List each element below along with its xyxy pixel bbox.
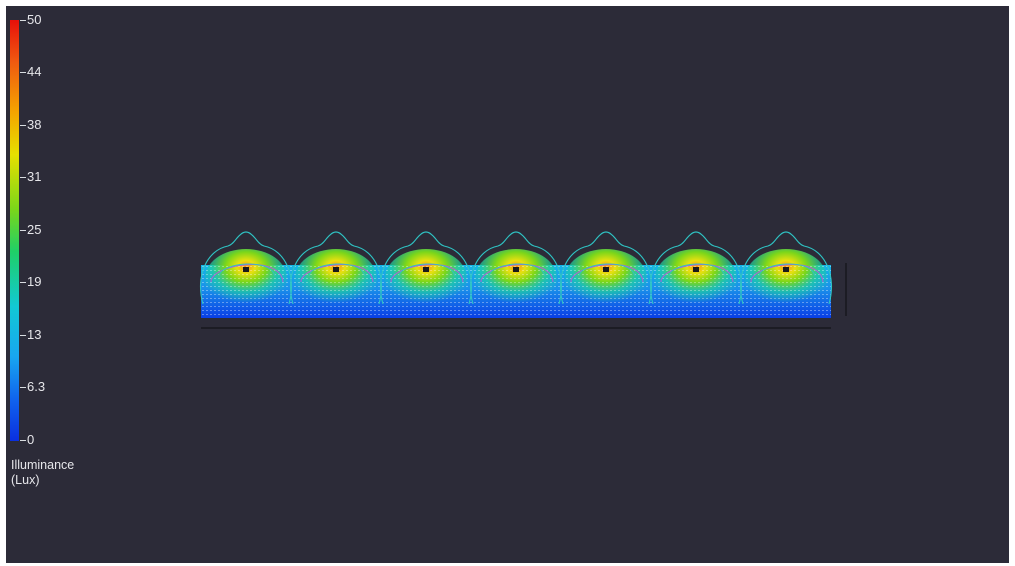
scale-tick [20,440,26,441]
scale-tick [20,282,26,283]
luminaire-marker [243,267,249,272]
isolux-outer [739,231,833,305]
isolux-inner-2 [218,263,276,277]
scale-label-25: 25 [27,222,42,237]
scale-label-13: 13 [27,327,42,342]
isolux-inner-2 [398,263,456,277]
scale-label-44: 44 [27,64,42,79]
isolux-inner [570,264,644,283]
scale-label-0: 0 [27,432,35,447]
isolux-inner-2 [668,263,726,277]
isolux-inner [300,264,374,283]
scale-unit: (Lux) [11,473,40,487]
isolux-inner-2 [758,263,816,277]
scale-tick [20,125,26,126]
isolux-outer [289,231,383,305]
sample-grid [201,265,831,318]
isolux-inner-2 [308,263,366,277]
isolux-inner-2 [578,263,636,277]
dimension-lines [201,263,847,329]
scale-label-50: 50 [27,12,42,27]
scale-label-38: 38 [27,117,42,132]
isolux-outer [469,231,563,305]
illuminance-band [201,249,831,318]
scale-label-19: 19 [27,274,42,289]
scale-tick [20,72,26,73]
isolux-inner [660,264,734,283]
isolux-outer [559,231,653,305]
scale-label-31: 31 [27,169,42,184]
isolux-outer [649,231,743,305]
isolux-inner [210,264,284,283]
scale-tick [20,335,26,336]
isolux-outer [379,231,473,305]
illuminance-color-scale [10,20,19,441]
render-viewport[interactable]: 50 44 38 31 25 19 13 6.3 0 Illuminance (… [6,6,1009,563]
luminaire-marker [693,267,699,272]
isolux-contours [199,231,833,305]
scale-tick [20,230,26,231]
illuminance-plot [199,231,847,329]
isolux-inner [390,264,464,283]
isolux-inner [750,264,824,283]
scale-tick [20,177,26,178]
luminaire-marker [333,267,339,272]
luminaire-marker [783,267,789,272]
scale-tick [20,387,26,388]
luminaire-marker [423,267,429,272]
luminaire-marker [513,267,519,272]
scale-title: Illuminance [11,458,75,472]
isolux-inner [480,264,554,283]
isolux-outer [199,231,293,305]
luminaire-marker [603,267,609,272]
scale-label-6-3: 6.3 [27,379,46,394]
scale-tick [20,20,26,21]
isolux-inner-2 [488,263,546,277]
